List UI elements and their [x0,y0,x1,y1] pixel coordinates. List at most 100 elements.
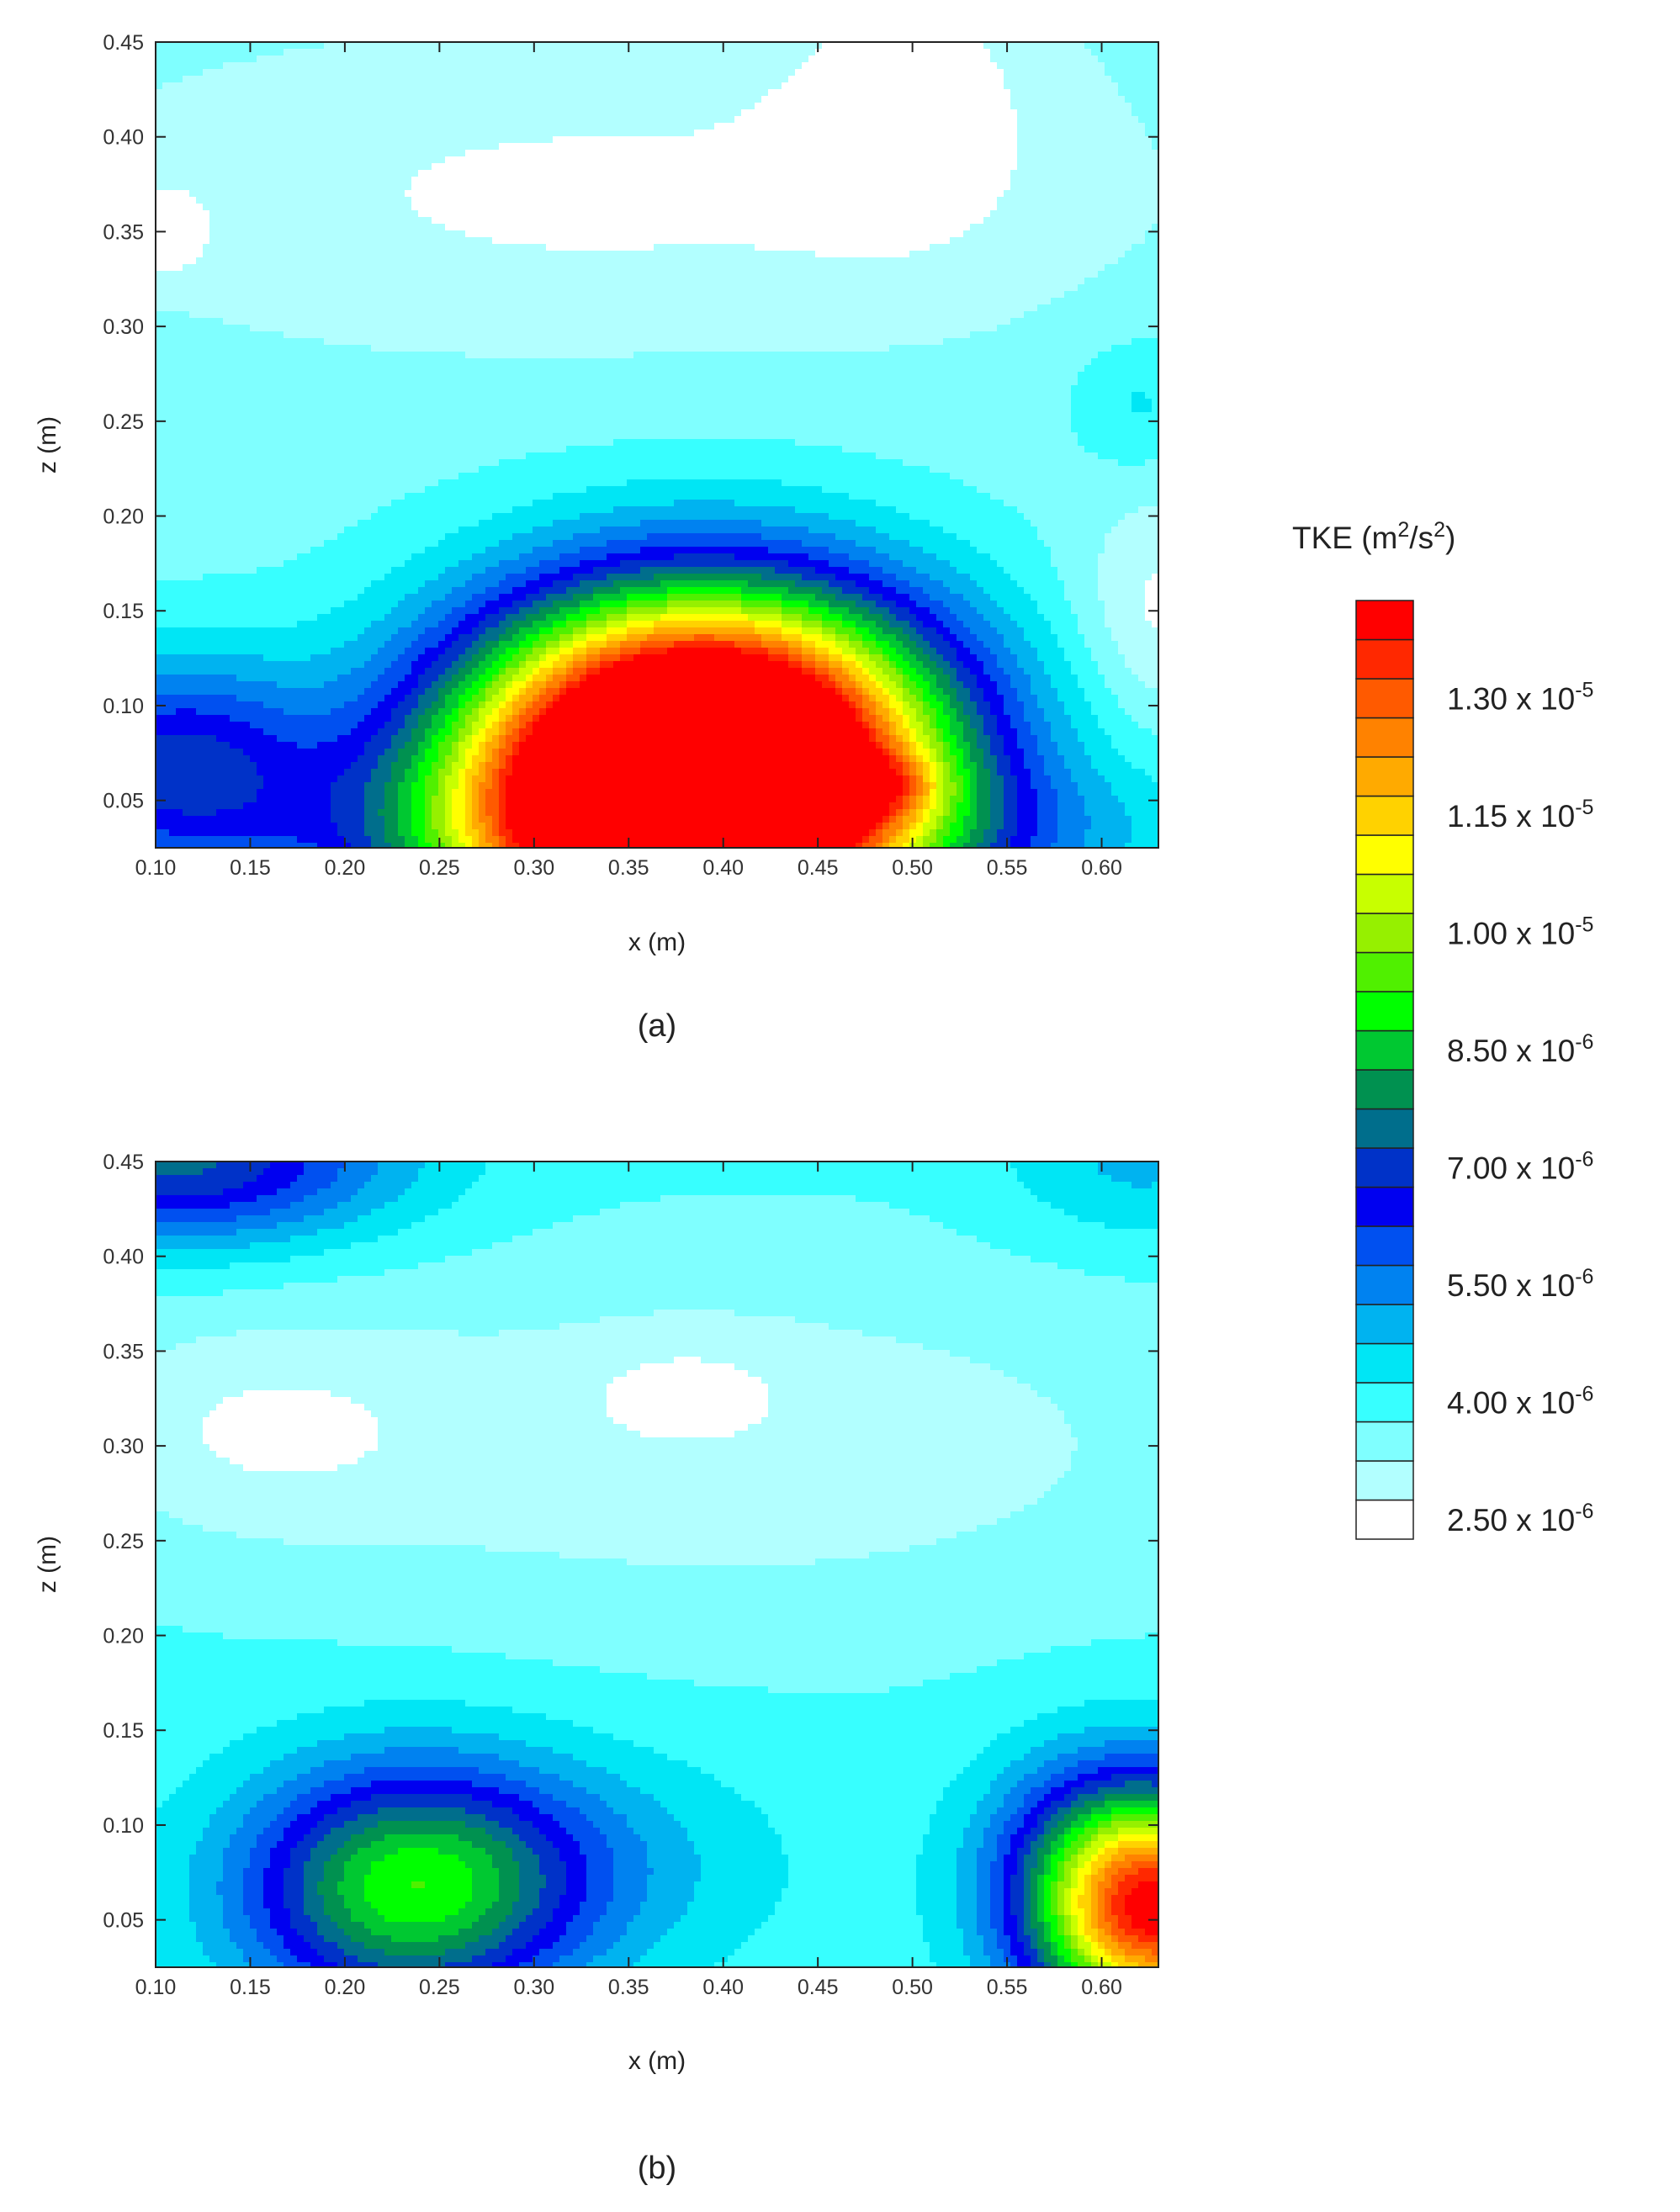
contour-cell [903,130,910,137]
contour-cell [465,49,473,56]
contour-cell [526,251,533,258]
contour-cell [546,217,554,225]
contour-cell [243,62,251,70]
contour-cell [1131,150,1139,157]
contour-cell [250,103,257,110]
contour-cell [674,257,681,265]
contour-cell [694,56,702,63]
contour-cell [620,89,628,97]
contour-cell [654,224,661,231]
contour-cell [1125,210,1132,218]
contour-cell [378,217,385,225]
contour-cell [788,62,796,70]
contour-cell [243,82,251,90]
contour-cell [1004,244,1011,251]
contour-cell [317,217,325,225]
contour-cell [223,197,231,204]
contour-cell [835,136,843,144]
contour-cell [284,109,291,117]
contour-cell [257,237,264,245]
contour-cell [162,257,170,265]
contour-cell [284,183,291,191]
contour-cell [189,109,197,117]
contour-cell [788,257,796,265]
contour-cell [216,217,224,225]
contour-cell [896,123,904,130]
contour-cell [903,123,910,130]
contour-cell [216,177,224,184]
contour-cell [209,103,217,110]
contour-cell [761,130,769,137]
contour-cell [701,42,708,50]
contour-cell [512,163,520,171]
contour-cell [371,103,379,110]
contour-cell [566,170,574,177]
contour-cell [734,136,742,144]
contour-cell [1010,210,1018,218]
contour-cell [290,156,298,164]
contour-cell [1078,204,1085,211]
contour-cell [378,257,385,265]
contour-cell [997,197,1004,204]
contour-cell [963,244,971,251]
contour-cell [512,136,520,144]
contour-cell [573,210,580,218]
contour-cell [1098,197,1105,204]
contour-cell [930,224,937,231]
contour-cell [721,62,729,70]
contour-cell [559,136,567,144]
contour-cell [337,244,345,251]
contour-cell [284,190,291,198]
contour-cell [398,62,405,70]
contour-cell [916,82,924,90]
contour-cell [1004,217,1011,225]
contour-cell [1131,62,1139,70]
contour-cell [378,170,385,177]
contour-cell [1071,230,1078,238]
contour-cell [230,76,237,83]
contour-cell [432,217,439,225]
contour-cell [681,190,688,198]
contour-cell [445,62,453,70]
contour-cell [411,42,419,50]
contour-cell [209,123,217,130]
contour-cell [580,116,587,124]
contour-cell [701,163,708,171]
contour-cell [405,163,412,171]
contour-cell [378,237,385,245]
contour-cell [1145,163,1153,171]
contour-cell [822,116,829,124]
contour-cell [263,156,271,164]
contour-cell [822,143,829,151]
contour-cell [829,76,836,83]
contour-cell [398,82,405,90]
contour-cell [1057,116,1065,124]
contour-cell [687,69,695,77]
contour-cell [573,244,580,251]
contour-cell [284,116,291,124]
contour-cell [209,130,217,137]
contour-cell [297,82,305,90]
contour-cell [1057,257,1065,265]
contour-cell [526,190,533,198]
contour-cell [539,224,547,231]
contour-cell [1091,116,1099,124]
contour-cell [802,143,809,151]
contour-cell [304,69,311,77]
contour-cell [1010,49,1018,56]
contour-cell [183,230,190,238]
contour-cell [963,62,971,70]
contour-cell [1037,183,1045,191]
contour-cell [250,130,257,137]
contour-cell [741,190,749,198]
contour-cell [418,204,426,211]
contour-cell [391,116,399,124]
contour-cell [243,264,251,272]
contour-cell [512,237,520,245]
contour-cell [795,123,803,130]
contour-cell [882,217,890,225]
contour-cell [371,42,379,50]
contour-cell [923,217,930,225]
contour-cell [458,82,466,90]
contour-cell [1105,96,1112,103]
